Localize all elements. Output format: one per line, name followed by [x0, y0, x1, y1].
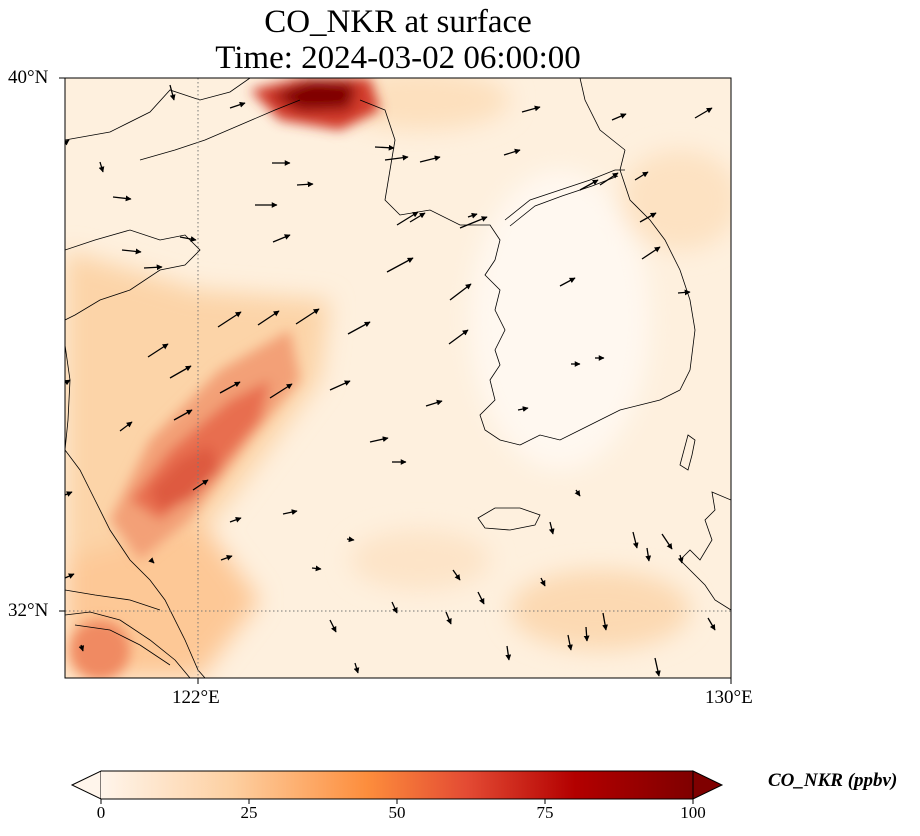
- axis-ticks: [59, 77, 732, 684]
- wind-arrow: [346, 536, 355, 543]
- lon-label-122e: 122°E: [172, 687, 220, 708]
- wind-arrow: [98, 161, 105, 173]
- wind-arrow: [179, 236, 197, 242]
- wind-arrow: [65, 139, 70, 146]
- wind-arrow: [282, 509, 298, 515]
- gridlines: [65, 78, 731, 678]
- coastlines: [65, 78, 731, 678]
- map-frame: [64, 77, 732, 679]
- wind-arrow: [391, 601, 398, 614]
- wind-arrow: [112, 195, 132, 202]
- colorbar-tick-0: 0: [96, 803, 106, 822]
- wind-arrow: [567, 634, 573, 651]
- colorbar-label: CO_NKR (ppbv): [768, 770, 898, 791]
- wind-arrow: [229, 101, 246, 109]
- wind-arrow: [269, 383, 293, 399]
- wind-arrow: [173, 409, 193, 421]
- colorbar-tick-100: 100: [680, 803, 706, 822]
- wind-arrow: [229, 517, 242, 523]
- map-title-line1: CO_NKR at surface: [264, 4, 532, 40]
- colorbar-ticks: [100, 799, 694, 804]
- wind-arrow: [632, 531, 639, 549]
- lat-label-32n: 32°N: [8, 600, 49, 621]
- wind-arrow: [694, 107, 713, 119]
- wind-arrow: [217, 311, 242, 328]
- wind-arrow: [599, 172, 619, 186]
- wind-arrow: [353, 662, 360, 674]
- wind-arrow: [579, 179, 599, 191]
- wind-arrow: [384, 154, 409, 161]
- colorbar-tick-25: 25: [240, 803, 258, 822]
- wind-arrow: [602, 612, 608, 631]
- wind-arrow: [425, 399, 443, 407]
- wind-arrow: [559, 277, 576, 287]
- wind-arrow: [219, 381, 241, 394]
- wind-arrow: [611, 113, 627, 121]
- wind-arrow: [583, 626, 590, 642]
- wind-arrow: [654, 657, 661, 677]
- wind-arrow: [419, 155, 441, 163]
- wind-arrow: [467, 212, 478, 219]
- wind-arrow: [634, 171, 649, 181]
- colorbar-tick-50: 50: [388, 803, 406, 822]
- wind-arrow: [374, 144, 395, 151]
- wind-arrow: [409, 212, 426, 223]
- colorbar-extend-max: [692, 770, 724, 800]
- wind-arrow: [143, 264, 163, 271]
- concentration-field: [65, 78, 731, 678]
- wind-arrow: [505, 645, 512, 661]
- wind-arrow: [347, 321, 371, 335]
- wind-arrow: [448, 329, 469, 345]
- wind-arrow: [503, 148, 521, 156]
- wind-arrow: [574, 489, 581, 497]
- wind-arrow: [449, 283, 472, 301]
- wind-arrow: [639, 212, 657, 223]
- colorbar-extend-min: [70, 770, 102, 800]
- wind-arrow: [148, 557, 155, 564]
- wind-arrow: [65, 573, 75, 579]
- wind-arrow: [65, 379, 71, 386]
- wind-arrow: [477, 591, 485, 605]
- lat-label-40n: 40°N: [8, 67, 49, 88]
- wind-arrow: [661, 533, 673, 550]
- wind-arrow: [396, 211, 419, 226]
- wind-arrow: [220, 555, 233, 561]
- wind-arrow: [329, 380, 351, 391]
- wind-arrow: [521, 105, 541, 113]
- wind-arrow: [641, 246, 661, 260]
- wind-arrow: [119, 421, 133, 432]
- wind-arrow: [65, 491, 73, 497]
- wind-vectors: [65, 84, 716, 677]
- wind-arrow: [272, 234, 291, 243]
- wind-arrow: [192, 479, 209, 491]
- wind-arrow: [707, 617, 716, 631]
- colorbar-gradient: [101, 771, 693, 799]
- wind-arrow: [169, 84, 176, 101]
- colorbar-tick-75: 75: [536, 803, 554, 822]
- map-title-line2: Time: 2024-03-02 06:00:00: [215, 40, 581, 76]
- wind-arrow: [445, 611, 452, 625]
- wind-arrow: [540, 577, 546, 587]
- wind-arrow: [677, 554, 684, 564]
- wind-arrow: [257, 310, 280, 326]
- lon-label-130e: 130°E: [705, 687, 753, 708]
- wind-arrow: [386, 257, 414, 273]
- wind-arrow: [169, 365, 192, 379]
- wind-arrow: [329, 619, 337, 633]
- wind-arrow: [369, 436, 389, 443]
- wind-arrow: [517, 406, 529, 412]
- wind-arrow: [677, 289, 691, 296]
- wind-arrow: [311, 565, 322, 572]
- wind-arrow: [121, 248, 142, 255]
- wind-arrow: [147, 343, 169, 358]
- wind-arrow: [452, 569, 461, 581]
- wind-arrow: [645, 547, 652, 562]
- wind-arrow: [295, 308, 320, 325]
- wind-arrow: [78, 644, 85, 652]
- wind-arrow: [459, 216, 488, 229]
- wind-arrow: [548, 521, 555, 535]
- wind-arrow: [296, 181, 314, 188]
